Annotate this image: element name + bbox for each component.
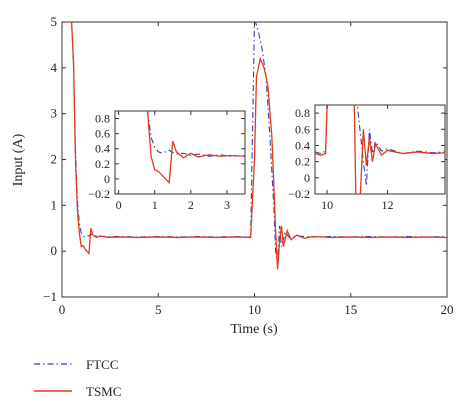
main-y-tick-label: −1: [43, 289, 57, 304]
y-axis-title: Input (A): [11, 133, 26, 186]
main-x-tick-label: 0: [59, 302, 66, 317]
inset-0-y-tick-label: 0.2: [95, 157, 110, 171]
inset-0-x-tick-label: 2: [188, 198, 194, 212]
main-y-tick-label: 3: [51, 106, 58, 121]
main-y-tick-label: 1: [51, 197, 58, 212]
main-y-tick-label: 0: [51, 243, 58, 258]
legend-label-tsmc: TSMC: [86, 384, 121, 399]
main-y-tick-label: 4: [51, 60, 58, 75]
inset-1-y-tick-label: −0.2: [288, 187, 310, 201]
main-x-tick-label: 20: [441, 302, 454, 317]
legend-label-ftcc: FTCC: [86, 357, 119, 372]
main-y-tick-label: 5: [51, 14, 58, 29]
inset-0-line-tsmc: [146, 111, 245, 185]
main-y-tick-label: 2: [51, 152, 58, 167]
main-x-tick-label: 15: [344, 302, 357, 317]
inset-1-x-tick-label: 10: [321, 198, 333, 212]
inset-right: 10 12 −0.2 0 0.2 0.4 0.6 0.8: [288, 104, 446, 212]
inset-1-x-tick-label: 12: [382, 198, 394, 212]
inset-0-y-tick-label: 0: [104, 172, 110, 186]
inset-0-y-tick-label: −0.2: [88, 187, 110, 201]
inset-0-x-tick-label: 0: [116, 198, 122, 212]
inset-1-y-tick-label: 0.6: [295, 122, 310, 136]
main-line-tsmc: [62, 22, 447, 270]
inset-1-y-tick-label: 0.4: [295, 138, 310, 152]
inset-1-y-tick-label: 0: [304, 171, 310, 185]
inset-1-y-tick-label: 0.8: [295, 106, 310, 120]
inset-0-frame: [114, 110, 246, 195]
main-x-tick-label: 5: [155, 302, 162, 317]
main-x-tick-label: 10: [248, 302, 261, 317]
inset-0-y-tick-label: 0.6: [95, 127, 110, 141]
x-axis-title: Time (s): [230, 322, 278, 337]
legend: FTCC TSMC: [34, 357, 121, 399]
inset-0-y-tick-label: 0.4: [95, 142, 110, 156]
inset-0-x-tick-label: 3: [224, 198, 230, 212]
inset-0-x-tick-label: 1: [152, 198, 158, 212]
inset-left: 0 1 2 3−0.200.20.40.60.8: [88, 110, 246, 212]
inset-1-y-tick-label: 0.2: [295, 155, 310, 169]
inset-1-line-tsmc: [315, 105, 445, 194]
inset-0-y-tick-label: 0.8: [95, 112, 110, 126]
